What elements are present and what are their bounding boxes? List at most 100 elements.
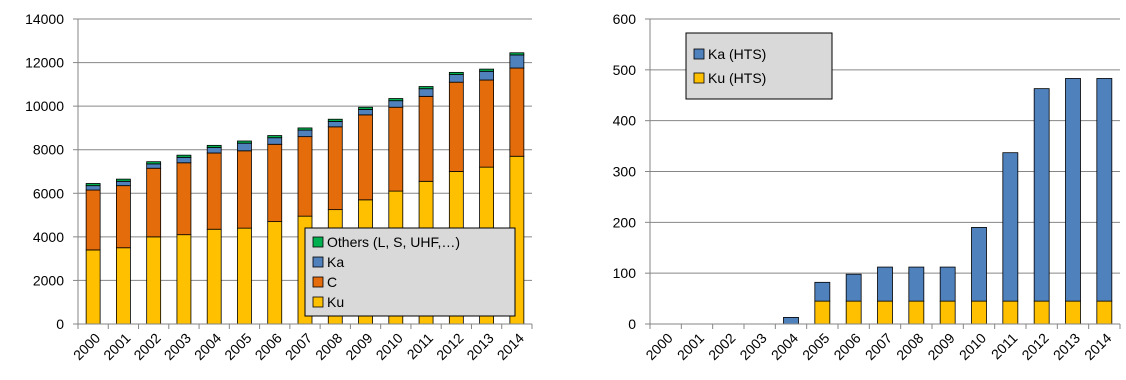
- bar-segment: [85, 249, 101, 325]
- legend-box: [685, 32, 833, 100]
- bar-segment: [971, 300, 987, 325]
- bar-segment: [116, 180, 131, 187]
- bar-segment: [1002, 152, 1019, 302]
- bar-segment: [479, 68, 495, 72]
- y-tick-label: 0: [628, 316, 636, 332]
- y-tick-label: 2000: [33, 272, 64, 288]
- bar-segment: [1096, 78, 1113, 302]
- bar-segment: [783, 316, 799, 325]
- bar-segment: [176, 154, 192, 158]
- y-tick-label: 200: [613, 214, 637, 230]
- bar-segment: [146, 163, 162, 169]
- y-tick-label: 0: [56, 316, 64, 332]
- x-tick-label: 2001: [674, 330, 707, 363]
- bar-segment: [176, 156, 192, 164]
- legend-label: Others (L, S, UHF,…): [327, 234, 460, 250]
- bar-segment: [509, 52, 525, 56]
- bar-segment: [206, 147, 222, 154]
- bar-segment: [418, 95, 434, 182]
- y-tick-label: 14000: [25, 11, 64, 27]
- bar-segment: [448, 71, 464, 75]
- bar-segment: [116, 185, 131, 249]
- y-tick-label: 12000: [25, 55, 64, 71]
- y-tick-label: 10000: [25, 98, 64, 114]
- bar-segment: [509, 54, 525, 69]
- x-tick-label: 2010: [956, 330, 989, 363]
- x-tick-label: 2014: [494, 330, 527, 363]
- bar-segment: [297, 136, 313, 217]
- legend-label: C: [327, 274, 337, 290]
- x-tick-label: 2011: [988, 330, 1021, 363]
- x-tick-label: 2004: [191, 330, 224, 363]
- chart1-axes: [77, 19, 533, 329]
- x-tick-label: 2011: [404, 330, 437, 363]
- bar-segment: [814, 300, 831, 325]
- legend-label: Ku: [327, 294, 344, 310]
- bar-segment: [237, 227, 252, 325]
- bar-segment: [327, 120, 343, 128]
- bar-segment: [448, 81, 464, 172]
- y-tick-label: 300: [613, 164, 637, 180]
- y-tick-label: 400: [613, 113, 637, 129]
- x-tick-label: 2009: [924, 330, 957, 363]
- bar-segment: [297, 129, 313, 138]
- x-tick-label: 2006: [830, 330, 863, 363]
- bar-segment: [267, 135, 283, 139]
- chart2-legend: Ka (HTS) Ku (HTS): [685, 32, 833, 100]
- bar-segment: [176, 234, 192, 325]
- bar-segment: [327, 118, 343, 122]
- bar-segment: [206, 152, 222, 230]
- bar-segment: [237, 142, 252, 152]
- x-tick-label: 2008: [312, 330, 345, 363]
- x-tick-label: 2013: [1050, 330, 1083, 363]
- bar-segment: [1065, 300, 1081, 325]
- bar-segment: [358, 114, 373, 201]
- bar-segment: [237, 150, 252, 229]
- bar-segment: [85, 183, 101, 187]
- bar-segment: [206, 144, 222, 148]
- bar-segment: [877, 266, 893, 302]
- bar-segment: [418, 86, 434, 90]
- x-tick-label: 2013: [463, 330, 496, 363]
- x-tick-label: 2005: [799, 330, 832, 363]
- x-tick-label: 2005: [221, 330, 254, 363]
- legend-box: [304, 227, 516, 317]
- x-tick-label: 2003: [736, 330, 769, 363]
- bar-segment: [116, 178, 131, 182]
- x-tick-label: 2007: [862, 330, 895, 363]
- bar-segment: [877, 300, 893, 325]
- bar-segment: [358, 106, 373, 110]
- chart2-bars: [783, 78, 1113, 325]
- legend-swatch: [312, 276, 324, 288]
- bar-segment: [237, 140, 252, 144]
- x-tick-label: 2002: [130, 330, 163, 363]
- x-tick-label: 2009: [342, 330, 375, 363]
- bar-segment: [814, 281, 831, 302]
- bar-segment: [908, 300, 925, 325]
- bar-segment: [1002, 300, 1019, 325]
- bar-segment: [388, 106, 404, 192]
- bar-segment: [1033, 300, 1050, 325]
- x-tick-label: 2003: [161, 330, 194, 363]
- x-tick-label: 2012: [433, 330, 466, 363]
- bar-segment: [267, 137, 283, 145]
- x-tick-label: 2008: [893, 330, 926, 363]
- bar-segment: [116, 247, 131, 325]
- y-tick-label: 600: [613, 11, 637, 27]
- bar-segment: [146, 236, 162, 325]
- y-tick-label: 8000: [33, 142, 64, 158]
- bar-segment: [327, 126, 343, 211]
- bar-segment: [971, 227, 987, 302]
- legend-label: Ka: [327, 254, 344, 270]
- bar-segment: [85, 185, 101, 191]
- bar-segment: [388, 98, 404, 102]
- bar-segment: [448, 74, 464, 83]
- bar-segment: [845, 300, 862, 325]
- legend-swatch: [693, 72, 705, 84]
- bar-segment: [297, 127, 313, 131]
- chart2-x-ticks: 2000200120022003200420052006200720082009…: [642, 330, 1114, 363]
- bar-segment: [845, 273, 862, 302]
- bar-segment: [146, 167, 162, 238]
